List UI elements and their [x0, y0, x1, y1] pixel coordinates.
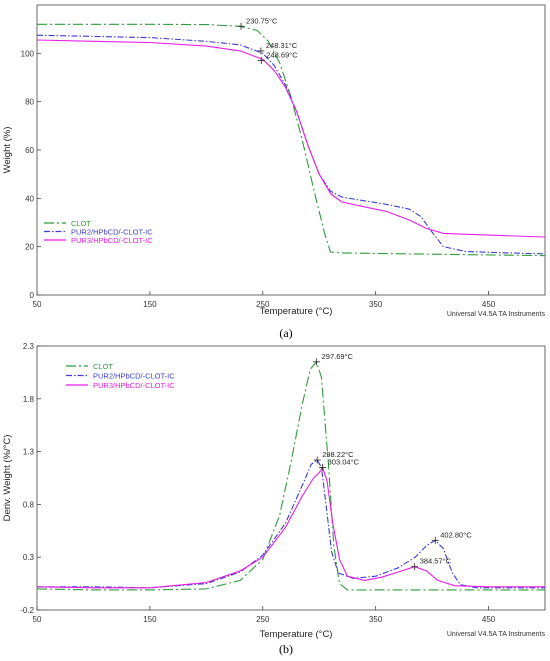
legend-label: PUR3/HPbCD/-CLOT-IC [71, 236, 153, 245]
x-axis-title: Temperature (°C) [260, 306, 333, 317]
y-tick-label: 40 [25, 194, 34, 203]
annotation-label: 248.31°C [266, 41, 298, 50]
annotation-label: 230.75°C [246, 16, 278, 25]
y-tick-label: -0.2 [20, 606, 34, 615]
y-tick-label: 20 [25, 243, 34, 252]
legend-label: CLOT [71, 219, 91, 228]
series-line [36, 466, 545, 589]
x-axis-title: Temperature (°C) [260, 629, 333, 640]
series-line [36, 39, 546, 238]
legend-label: PUR2/HPbCD/-CLOT-IC [71, 228, 153, 237]
y-tick-label: 60 [25, 146, 34, 155]
series-line [36, 361, 545, 591]
y-tick-label: 80 [25, 98, 34, 107]
series-line [37, 23, 546, 257]
series-line [36, 34, 546, 255]
x-tick-label: 250 [256, 615, 270, 624]
annotation-label: 297.69°C [322, 352, 354, 361]
x-tick-label: 50 [33, 300, 42, 309]
y-tick-label: 0.3 [23, 553, 35, 562]
x-tick-label: 50 [33, 615, 42, 624]
legend-label: CLOT [93, 362, 113, 371]
x-tick-label: 250 [256, 300, 270, 309]
annotation-label: 303.04°C [328, 457, 360, 466]
annotation-label: 248.69°C [266, 51, 298, 60]
y-tick-label: 0 [30, 291, 35, 300]
panel-sublabel: (b) [279, 642, 293, 656]
y-tick-label: 100 [21, 49, 35, 58]
x-tick-label: 450 [482, 615, 496, 624]
annotation-label: 384.57°C [420, 557, 452, 566]
instrument-footer: Universal V4.5A TA Instruments [447, 311, 546, 318]
y-tick-label: 2.3 [23, 342, 35, 351]
y-tick-label: 1.3 [23, 448, 35, 457]
annotation-label: 402.80°C [440, 530, 472, 539]
plot-frame [36, 345, 546, 611]
legend-label: PUR3/HPbCD/-CLOT-IC [93, 381, 175, 390]
panel-sublabel: (a) [279, 326, 292, 340]
chart-b: 50 150 250 350 450 -0.2 0.3 0.8 1.3 1.8 2.3 Tempera… [2, 342, 545, 656]
y-axis-title: Deriv. Weight (%/°C) [2, 435, 13, 522]
chart-a: 50 150 250 350 450 0 20 40 60 80 100 Temperature (°… [2, 4, 546, 340]
annotation-label: 298.22°C [322, 450, 354, 459]
y-tick-label: 1.8 [23, 395, 35, 404]
y-axis-title: Weight (%) [2, 127, 13, 174]
legend-label: PUR2/HPbCD/-CLOT-IC [93, 372, 175, 381]
series-line [37, 459, 545, 589]
x-tick-label: 350 [369, 300, 383, 309]
x-tick-label: 350 [369, 615, 383, 624]
x-tick-label: 450 [482, 300, 496, 309]
y-tick-label: 0.8 [23, 500, 35, 509]
instrument-footer: Universal V4.5A TA Instruments [447, 631, 546, 638]
x-tick-label: 150 [143, 300, 157, 309]
x-tick-label: 150 [143, 615, 157, 624]
